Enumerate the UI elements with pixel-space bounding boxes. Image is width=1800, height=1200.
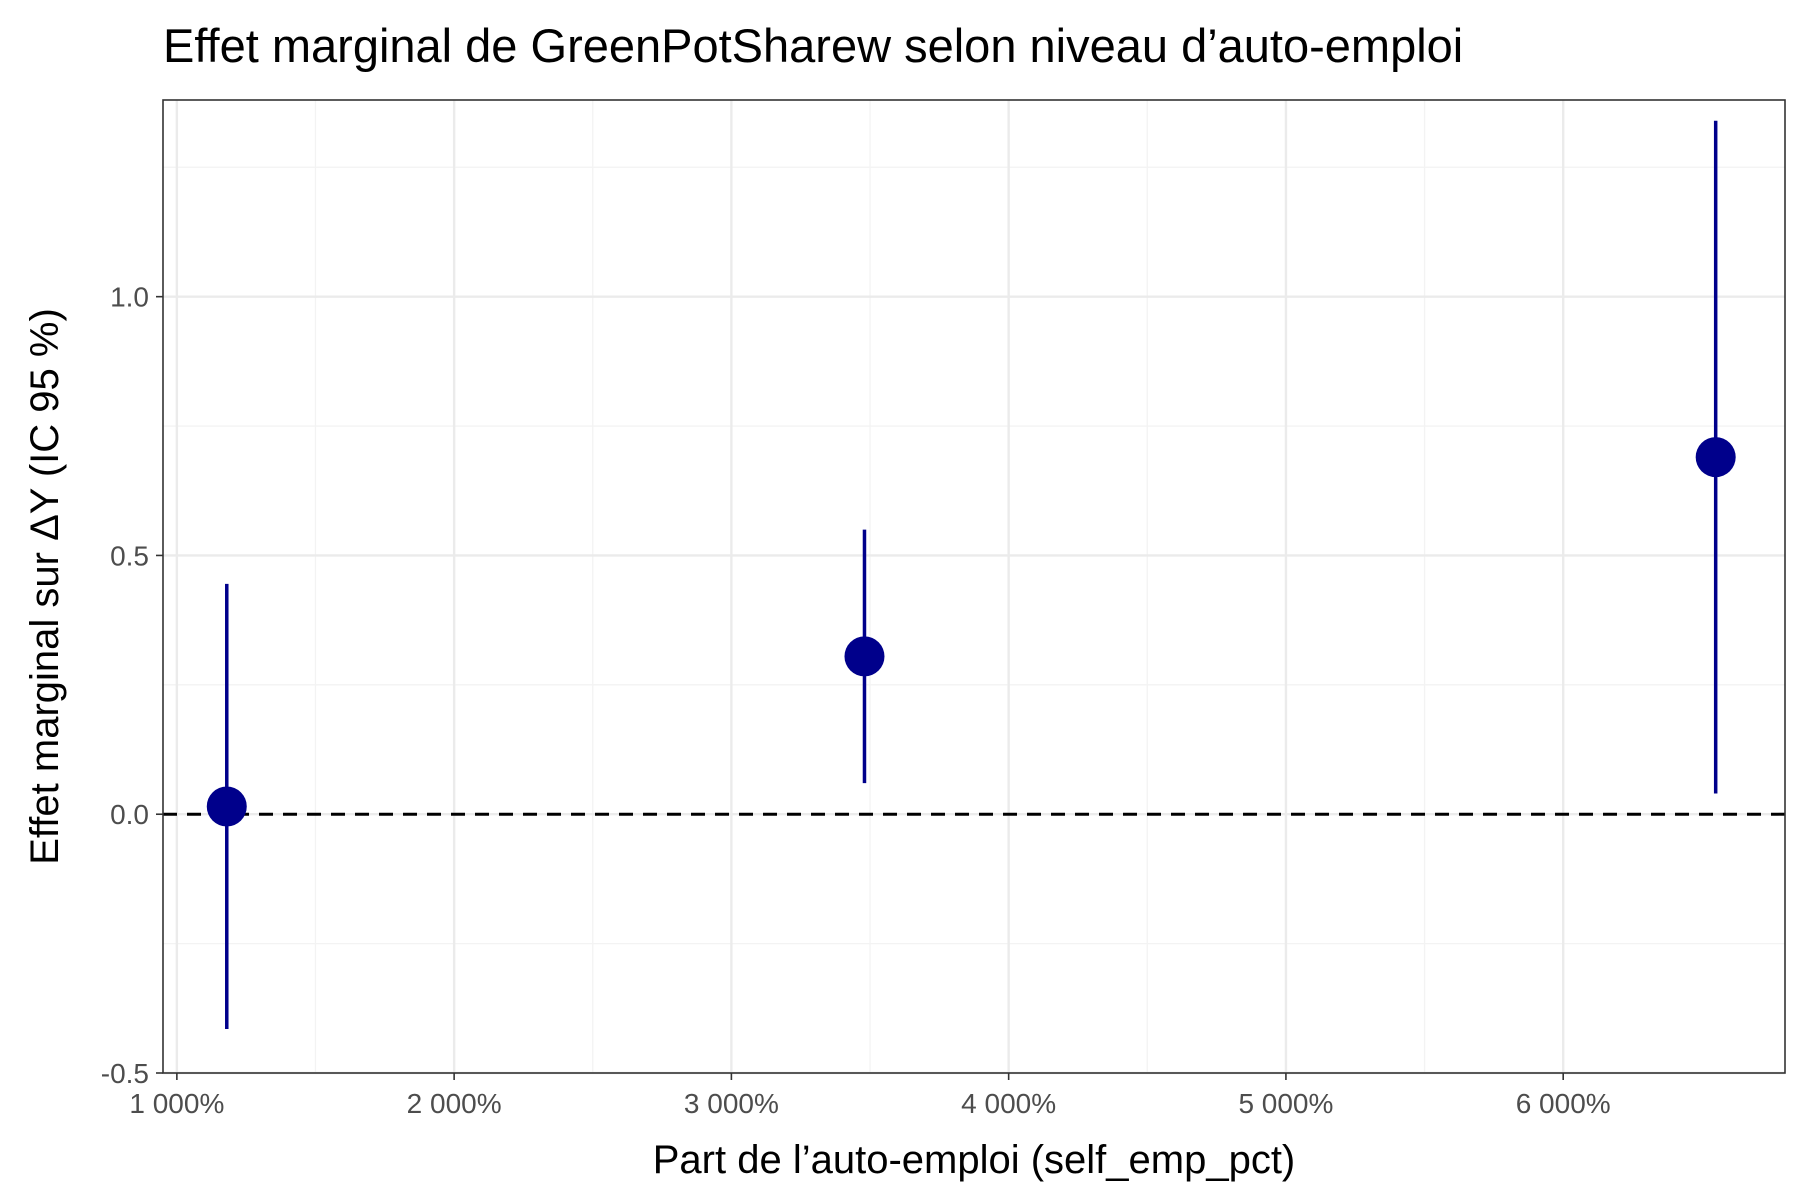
data-point-0: [206, 786, 247, 827]
y-tick-label-1: 0.0: [110, 799, 149, 830]
grid-lines: [163, 100, 1785, 1075]
x-tick-label-3: 4 000%: [961, 1088, 1056, 1119]
x-tick-label-2: 3 000%: [684, 1088, 779, 1119]
axis-ticks: 1 000% 2 000% 3 000% 4 000% 5 000% 6 000% -0.5…: [101, 282, 1611, 1119]
data-layer: [206, 120, 1736, 1030]
x-axis-title: Part de l’auto-emploi (self_emp_pct): [653, 1138, 1296, 1182]
plot-panel-border: [162, 99, 1786, 1074]
y-axis-title: Effet marginal sur ΔY (IC 95 %): [23, 308, 67, 865]
y-tick-label-0: -0.5: [101, 1058, 149, 1089]
y-tick-label-2: 0.5: [110, 540, 149, 571]
x-tick-label-1: 2 000%: [407, 1088, 502, 1119]
chart-title: Effet marginal de GreenPotSharew selon n…: [163, 19, 1463, 72]
data-point-2: [1695, 437, 1736, 478]
x-tick-label-4: 5 000%: [1238, 1088, 1333, 1119]
y-tick-label-3: 1.0: [110, 282, 149, 313]
x-tick-label-0: 1 000%: [129, 1088, 224, 1119]
x-tick-label-5: 6 000%: [1516, 1088, 1611, 1119]
data-point-1: [844, 636, 885, 677]
